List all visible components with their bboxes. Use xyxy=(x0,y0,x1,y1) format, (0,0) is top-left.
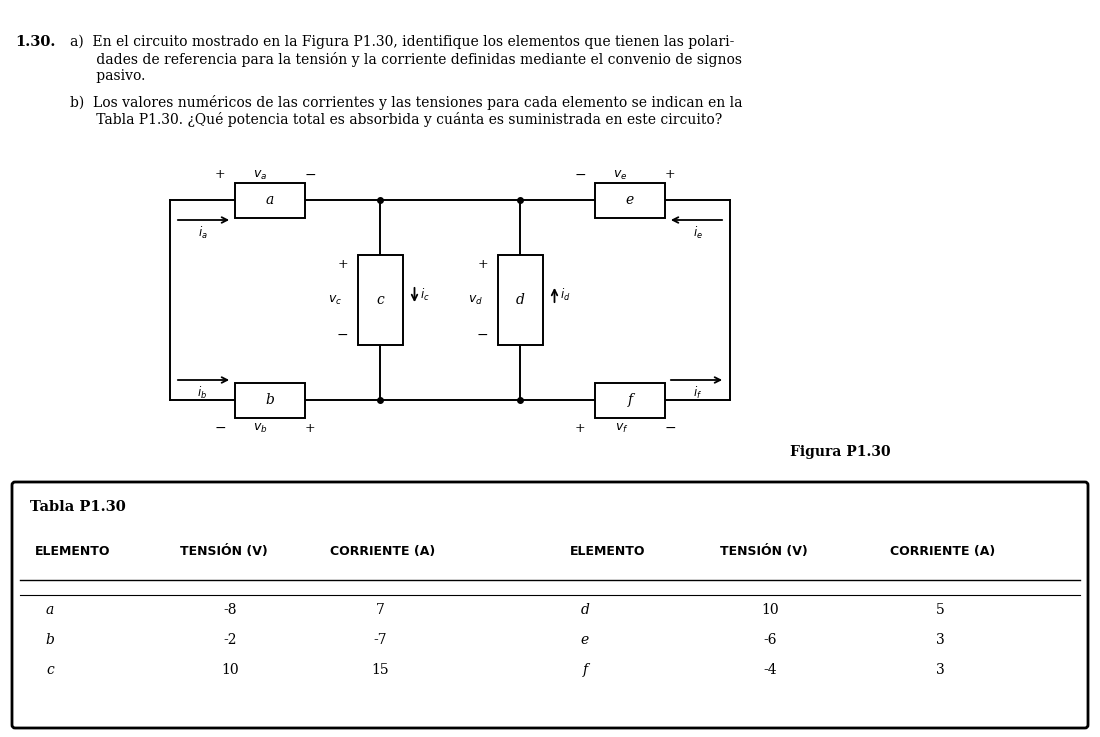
Text: CORRIENTE (A): CORRIENTE (A) xyxy=(890,545,996,558)
Text: d: d xyxy=(516,293,525,307)
Text: b: b xyxy=(45,633,54,647)
Text: $v_e$: $v_e$ xyxy=(613,169,627,181)
Text: Figura P1.30: Figura P1.30 xyxy=(790,445,890,459)
Text: a: a xyxy=(46,603,54,617)
Text: 10: 10 xyxy=(761,603,779,617)
Text: f: f xyxy=(582,663,587,677)
Text: c: c xyxy=(46,663,54,677)
Text: $i_a$: $i_a$ xyxy=(198,225,208,241)
Bar xyxy=(595,383,666,417)
Text: −: − xyxy=(574,168,586,182)
Text: +: + xyxy=(214,169,225,181)
Text: 5: 5 xyxy=(936,603,945,617)
Text: 3: 3 xyxy=(936,663,945,677)
Bar xyxy=(358,255,403,345)
Text: $i_b$: $i_b$ xyxy=(197,385,208,401)
Text: $i_c$: $i_c$ xyxy=(419,287,429,303)
Text: +: + xyxy=(338,259,348,271)
Text: Tabla P1.30: Tabla P1.30 xyxy=(30,500,125,514)
Text: +: + xyxy=(664,169,675,181)
Text: −: − xyxy=(337,328,349,342)
Text: 3: 3 xyxy=(936,633,945,647)
Text: -7: -7 xyxy=(373,633,387,647)
Text: f: f xyxy=(627,393,632,407)
Text: $i_e$: $i_e$ xyxy=(693,225,703,241)
Text: e: e xyxy=(626,193,634,207)
Text: CORRIENTE (A): CORRIENTE (A) xyxy=(330,545,436,558)
Text: 1.30.: 1.30. xyxy=(15,35,55,49)
FancyBboxPatch shape xyxy=(12,482,1088,728)
Text: TENSIÓN (V): TENSIÓN (V) xyxy=(720,545,807,558)
Text: pasivo.: pasivo. xyxy=(70,69,145,83)
Text: -2: -2 xyxy=(223,633,236,647)
Text: ELEMENTO: ELEMENTO xyxy=(570,545,646,558)
Text: ELEMENTO: ELEMENTO xyxy=(35,545,110,558)
Text: $v_b$: $v_b$ xyxy=(253,422,267,435)
Bar xyxy=(235,383,305,417)
Text: -4: -4 xyxy=(763,663,777,677)
Text: TENSIÓN (V): TENSIÓN (V) xyxy=(180,545,267,558)
Text: −: − xyxy=(664,421,675,435)
Text: −: − xyxy=(214,421,225,435)
Text: 7: 7 xyxy=(375,603,384,617)
Text: $i_f$: $i_f$ xyxy=(693,385,702,401)
Text: $i_d$: $i_d$ xyxy=(560,287,570,303)
Text: dades de referencia para la tensión y la corriente definidas mediante el conveni: dades de referencia para la tensión y la… xyxy=(70,52,742,67)
Text: $v_f$: $v_f$ xyxy=(615,422,629,435)
Text: +: + xyxy=(574,422,585,435)
Text: −: − xyxy=(305,168,316,182)
Text: Tabla P1.30. ¿Qué potencia total es absorbida y cuánta es suministrada en este c: Tabla P1.30. ¿Qué potencia total es abso… xyxy=(70,112,723,127)
Text: e: e xyxy=(581,633,590,647)
Text: a: a xyxy=(266,193,274,207)
Text: −: − xyxy=(476,328,488,342)
Text: 15: 15 xyxy=(371,663,388,677)
Text: b: b xyxy=(265,393,274,407)
Text: $v_c$: $v_c$ xyxy=(329,293,342,307)
Text: d: d xyxy=(581,603,590,617)
Bar xyxy=(595,183,666,217)
Text: -8: -8 xyxy=(223,603,236,617)
Text: -6: -6 xyxy=(763,633,777,647)
Bar xyxy=(497,255,542,345)
Text: a)  En el circuito mostrado en la Figura P1.30, identifique los elementos que ti: a) En el circuito mostrado en la Figura … xyxy=(70,35,735,49)
Text: +: + xyxy=(305,422,316,435)
Text: 10: 10 xyxy=(221,663,239,677)
Text: +: + xyxy=(477,259,487,271)
Text: b)  Los valores numéricos de las corrientes y las tensiones para cada elemento s: b) Los valores numéricos de las corrient… xyxy=(70,95,742,110)
Text: c: c xyxy=(376,293,384,307)
Text: $v_a$: $v_a$ xyxy=(253,169,267,181)
Bar xyxy=(235,183,305,217)
Text: $v_d$: $v_d$ xyxy=(468,293,483,307)
